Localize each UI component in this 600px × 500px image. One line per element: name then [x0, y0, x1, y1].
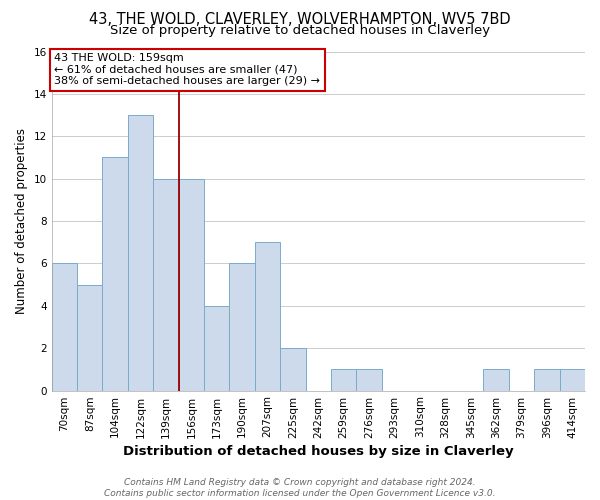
Bar	[153, 178, 179, 390]
X-axis label: Distribution of detached houses by size in Claverley: Distribution of detached houses by size …	[123, 444, 514, 458]
Bar	[534, 370, 560, 390]
Text: Size of property relative to detached houses in Claverley: Size of property relative to detached ho…	[110, 24, 490, 37]
Bar	[77, 284, 103, 391]
Bar	[128, 115, 153, 390]
Y-axis label: Number of detached properties: Number of detached properties	[15, 128, 28, 314]
Bar	[229, 264, 255, 390]
Text: 43, THE WOLD, CLAVERLEY, WOLVERHAMPTON, WV5 7BD: 43, THE WOLD, CLAVERLEY, WOLVERHAMPTON, …	[89, 12, 511, 28]
Bar	[204, 306, 229, 390]
Bar	[280, 348, 305, 391]
Bar	[52, 264, 77, 390]
Bar	[560, 370, 585, 390]
Bar	[331, 370, 356, 390]
Text: Contains HM Land Registry data © Crown copyright and database right 2024.
Contai: Contains HM Land Registry data © Crown c…	[104, 478, 496, 498]
Bar	[484, 370, 509, 390]
Text: 43 THE WOLD: 159sqm
← 61% of detached houses are smaller (47)
38% of semi-detach: 43 THE WOLD: 159sqm ← 61% of detached ho…	[55, 53, 320, 86]
Bar	[179, 178, 204, 390]
Bar	[103, 158, 128, 390]
Bar	[356, 370, 382, 390]
Bar	[255, 242, 280, 390]
